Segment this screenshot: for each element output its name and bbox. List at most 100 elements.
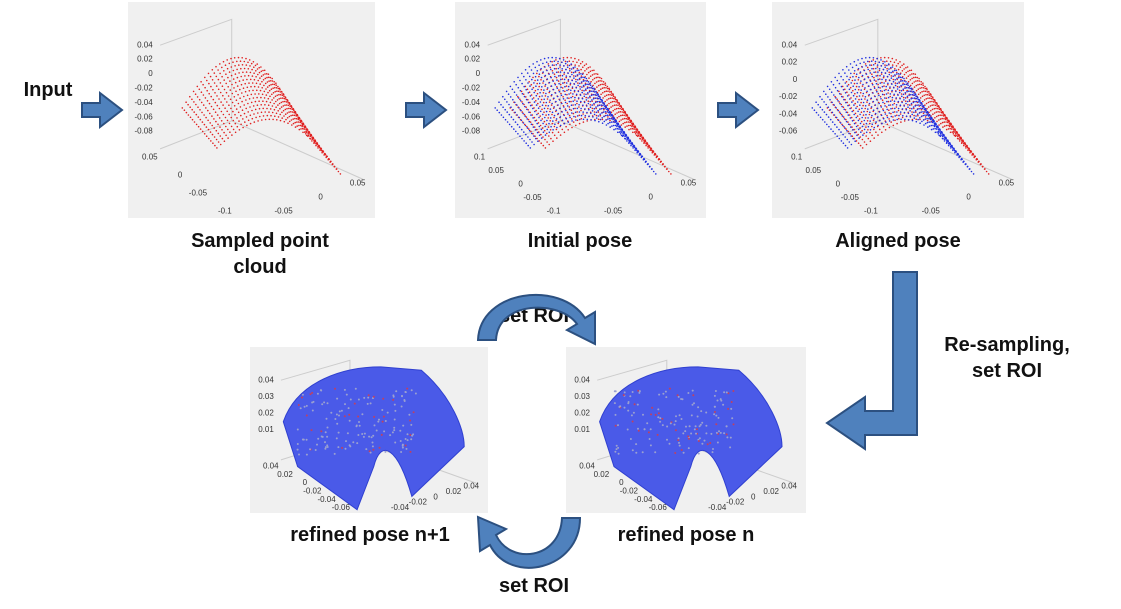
point [585,96,587,99]
x-tick-label: 0.05 [806,166,822,175]
point [901,108,904,110]
point [582,80,585,82]
point [207,72,210,75]
point [593,88,596,91]
point [281,117,284,119]
point [574,99,576,101]
point [255,82,258,85]
point [232,119,235,122]
texture [311,401,314,404]
node-label: refined pose n+1 [290,524,450,546]
point [599,83,602,86]
point [280,97,282,99]
point [534,89,537,92]
point [562,96,564,98]
point [973,156,975,159]
point [575,80,577,83]
texture [629,395,632,398]
point [842,124,844,127]
point [210,85,212,88]
texture [723,432,726,435]
texture [657,412,660,415]
point [576,102,578,105]
point [557,71,560,73]
point [940,131,942,134]
point [541,86,543,88]
texture [405,447,408,450]
point [923,124,925,126]
point [532,117,534,119]
point [863,119,866,122]
point [240,83,243,86]
point [886,123,889,126]
point [235,90,237,93]
point [625,121,628,123]
point [548,143,550,146]
point [870,97,873,99]
point [604,100,606,103]
point [898,86,901,88]
point [206,89,208,92]
point [937,114,940,117]
point [821,118,824,121]
point [845,118,847,121]
point [550,104,553,106]
point [271,105,274,107]
texture [619,405,622,408]
point [916,104,918,106]
point [551,131,554,134]
point [257,79,260,82]
point [569,83,572,86]
point [655,156,658,159]
point [591,74,594,76]
point [562,105,565,107]
point [543,107,546,110]
point [825,113,828,116]
point [276,119,278,121]
point [855,131,857,133]
point [842,133,844,136]
point [924,116,927,118]
point [300,128,302,130]
point [639,137,641,140]
point [942,134,944,136]
texture [334,418,337,420]
texture [301,438,304,441]
point [577,82,579,84]
point [959,138,961,140]
point [854,79,856,81]
point [595,90,597,93]
point [218,107,221,110]
point [571,112,573,114]
point [570,63,572,65]
point [553,60,556,62]
point [292,122,295,125]
point [914,73,917,75]
point [527,136,529,138]
point [844,72,846,74]
point [227,128,229,131]
point [911,73,913,75]
point [857,119,860,122]
point [563,73,565,75]
point [921,90,923,93]
point [541,108,543,111]
point [607,118,609,120]
point [852,89,854,92]
point [877,71,879,73]
point [891,66,894,68]
point [944,137,946,139]
point [901,70,904,72]
point [313,140,316,143]
point [875,121,877,123]
point [595,114,598,117]
point [863,110,865,113]
point [528,129,531,132]
point [252,97,255,99]
point [881,93,884,96]
point [647,147,649,149]
point [561,111,563,113]
texture [326,402,329,405]
point [291,111,294,113]
point [262,79,265,81]
